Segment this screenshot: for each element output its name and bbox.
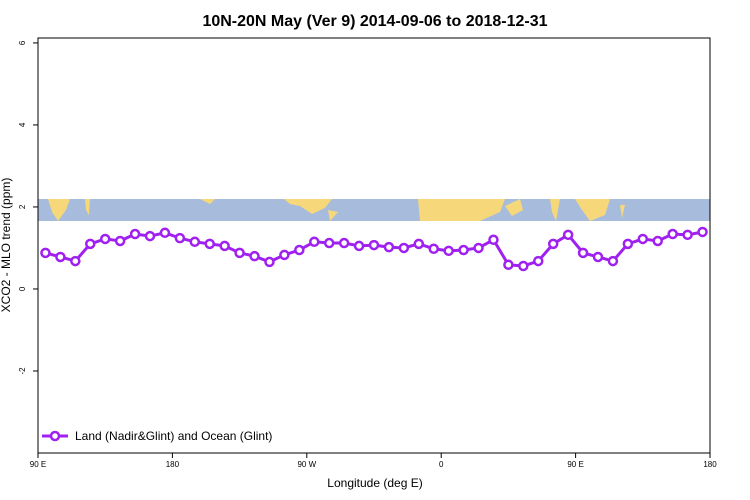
- data-point: [547, 238, 559, 250]
- data-point: [174, 232, 186, 244]
- chart-title: 10N-20N May (Ver 9) 2014-09-06 to 2018-1…: [202, 13, 547, 30]
- data-point: [294, 244, 305, 256]
- data-point: [189, 236, 201, 248]
- data-point: [99, 233, 111, 245]
- x-tick-label: 180: [703, 460, 717, 469]
- plot-frame: [37, 37, 711, 454]
- data-point: [144, 230, 156, 242]
- data-point: [488, 234, 499, 246]
- data-point: [428, 243, 439, 255]
- data-point: [279, 249, 290, 261]
- data-point: [458, 244, 469, 256]
- data-point: [667, 228, 678, 240]
- data-point: [533, 255, 544, 267]
- data-point: [204, 238, 215, 250]
- y-tick-label: 2: [18, 204, 27, 209]
- y-tick-label: 0: [18, 286, 27, 291]
- data-point: [338, 237, 350, 249]
- data-point: [219, 240, 230, 252]
- data-point: [309, 236, 320, 248]
- data-point: [592, 251, 604, 263]
- x-tick-label: 180: [166, 460, 180, 469]
- map-strip: [38, 199, 710, 221]
- data-point: [652, 235, 663, 247]
- data-point: [637, 233, 649, 245]
- data-point: [159, 227, 171, 239]
- data-point: [114, 235, 126, 247]
- data-point: [562, 229, 574, 241]
- data-point: [249, 250, 260, 262]
- y-axis-label: XCO2 - MLO trend (ppm): [0, 178, 13, 313]
- x-tick-label: 90 E: [30, 460, 46, 469]
- legend-marker: [49, 430, 61, 442]
- data-point: [368, 239, 380, 251]
- legend-label: Land (Nadir&Glint) and Ocean (Glint): [75, 429, 272, 443]
- data-point: [473, 242, 484, 254]
- y-tick-label: 4: [18, 122, 27, 127]
- y-tick-label: 6: [18, 40, 27, 45]
- data-point: [129, 228, 141, 240]
- data-point: [682, 229, 693, 241]
- x-axis-label: Longitude (deg E): [327, 476, 422, 490]
- x-tick-label: 90 E: [567, 460, 583, 469]
- x-tick-label: 90 W: [297, 460, 316, 469]
- x-tick-label: 0: [439, 460, 444, 469]
- data-point: [443, 245, 454, 257]
- data-point: [234, 247, 245, 259]
- data-point: [85, 238, 96, 250]
- data-point: [622, 238, 634, 250]
- data-point: [697, 226, 708, 238]
- data-point: [607, 255, 619, 267]
- y-tick-label: -2: [18, 367, 27, 375]
- data-point: [55, 251, 66, 263]
- data-point: [503, 259, 514, 271]
- data-point: [40, 247, 51, 259]
- data-point: [413, 238, 425, 250]
- data-point: [518, 260, 529, 272]
- data-point: [264, 256, 275, 268]
- data-point: [353, 240, 365, 252]
- data-point: [577, 247, 589, 259]
- data-point: [323, 237, 335, 249]
- data-point: [70, 255, 81, 267]
- data-point: [398, 242, 410, 254]
- data-point: [383, 241, 395, 253]
